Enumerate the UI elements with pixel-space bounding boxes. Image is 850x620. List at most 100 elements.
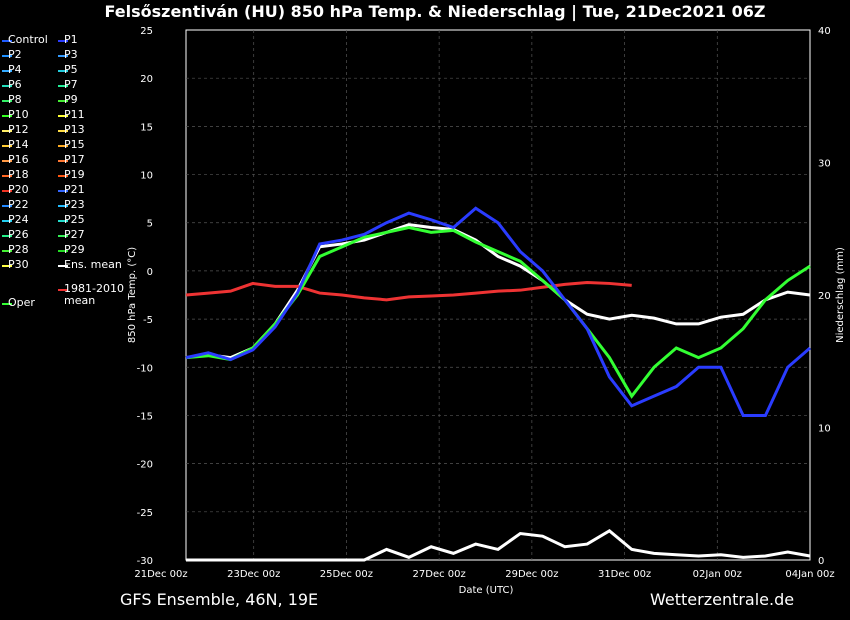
legend-label: P12 [8, 123, 29, 136]
legend-label: 1981-2010 mean [64, 282, 124, 307]
x-tick-label: 02Jan 00z [693, 569, 742, 580]
legend-label: Control [8, 33, 48, 46]
legend-swatch [2, 100, 12, 102]
legend-label: P14 [8, 138, 29, 151]
legend-label: P11 [64, 108, 85, 121]
legend-label: P18 [8, 168, 29, 181]
legend-label: P10 [8, 108, 29, 121]
legend-swatch [2, 70, 12, 72]
legend-swatch [2, 265, 12, 267]
legend-swatch [2, 235, 12, 237]
legend-swatch [2, 175, 12, 177]
x-tick-label: 23Dec 00z [227, 569, 280, 580]
y-tick-label: -25 [137, 508, 153, 519]
legend-swatch [58, 205, 68, 207]
y-tick-label: -15 [137, 411, 153, 422]
plot-frame [185, 29, 811, 561]
x-tick-label: 04Jan 00z [785, 569, 834, 580]
precip-line-ens-mean [186, 529, 811, 562]
legend-label: P7 [64, 78, 78, 91]
y2-tick-label: 40 [818, 26, 831, 37]
legend-label: P15 [64, 138, 85, 151]
legend-swatch [58, 145, 68, 147]
legend-label: P30 [8, 258, 29, 271]
legend-swatch [2, 250, 12, 252]
legend-label: P4 [8, 63, 22, 76]
y-tick-label: 25 [140, 26, 153, 37]
legend-swatch [2, 220, 12, 222]
temp-line-ens-mean [185, 223, 811, 360]
temp-line-p1 [185, 206, 811, 417]
legend-label: P19 [64, 168, 85, 181]
legend-label: Oper [8, 295, 35, 309]
legend-label: P5 [64, 63, 78, 76]
footer-right: Wetterzentrale.de [650, 590, 795, 609]
x-tick-label: 31Dec 00z [598, 569, 651, 580]
y2-tick-label: 20 [818, 291, 831, 302]
x-tick-label: 25Dec 00z [320, 569, 373, 580]
legend-swatch [2, 145, 12, 147]
legend-swatch [58, 175, 68, 177]
legend-label: P28 [8, 243, 29, 256]
legend-label: Ens. mean [64, 258, 122, 271]
legend-label: P16 [8, 153, 29, 166]
legend-swatch [2, 40, 12, 42]
legend-label: P6 [8, 78, 22, 91]
legend-label: P24 [8, 213, 29, 226]
legend-label: P17 [64, 153, 85, 166]
legend-swatch [58, 220, 68, 222]
temp-line-1981-2010-mean [185, 280, 632, 302]
legend-label: P13 [64, 123, 85, 136]
legend-swatch [58, 289, 68, 291]
y-tick-label: -20 [137, 460, 153, 471]
legend-label: P20 [8, 183, 29, 196]
legend-label: P9 [64, 93, 78, 106]
legend-swatch [58, 235, 68, 237]
legend-swatch [58, 250, 68, 252]
legend-swatch [2, 85, 12, 87]
legend-label: P1 [64, 33, 78, 46]
legend-swatch [58, 115, 68, 117]
y-axis-label: 850 hPa Temp. (°C) [127, 247, 138, 343]
y-tick-label: -10 [137, 363, 153, 374]
legend-swatch [2, 205, 12, 207]
legend-swatch [58, 40, 68, 42]
legend-label: P23 [64, 198, 85, 211]
x-tick-label: 21Dec 00z [134, 569, 187, 580]
legend-swatch [58, 265, 68, 267]
x-tick-label: 27Dec 00z [413, 569, 466, 580]
legend-swatch [58, 160, 68, 162]
y2-tick-label: 10 [818, 424, 831, 435]
y-tick-label: 20 [140, 74, 153, 85]
legend-swatch [58, 70, 68, 72]
legend-swatch [58, 130, 68, 132]
plot-area: 25 20 15 10 5 0 -5 -10 -15 -20 -25 -30 40 30 20 10 0 21De… [134, 26, 834, 580]
y-tick-label: 5 [147, 219, 153, 230]
legend-label: P27 [64, 228, 85, 241]
legend-swatch [2, 55, 12, 57]
y2-tick-label: 30 [818, 159, 831, 170]
legend-label: P8 [8, 93, 22, 106]
legend-label: P26 [8, 228, 29, 241]
x-tick-label: 29Dec 00z [505, 569, 558, 580]
y-tick-label: -5 [143, 315, 153, 326]
y-tick-label: -30 [137, 556, 153, 567]
y-tick-label: 10 [140, 171, 153, 182]
chart-title: Felsőszentiván (HU) 850 hPa Temp. & Nied… [104, 2, 765, 22]
legend-swatch [58, 190, 68, 192]
legend-label: P29 [64, 243, 85, 256]
legend-swatch [2, 160, 12, 162]
legend-swatch [2, 115, 12, 117]
legend-swatch [58, 55, 68, 57]
legend-label: P3 [64, 48, 78, 61]
legend-label: P22 [8, 198, 29, 211]
y2-axis-label: Niederschlag (mm) [835, 247, 846, 343]
legend-swatch [58, 100, 68, 102]
legend-label: P2 [8, 48, 22, 61]
legend-swatch [58, 85, 68, 87]
legend-label: P21 [64, 183, 85, 196]
y-tick-label: 0 [147, 267, 153, 278]
legend-swatch [2, 130, 12, 132]
legend-swatch [2, 302, 12, 305]
